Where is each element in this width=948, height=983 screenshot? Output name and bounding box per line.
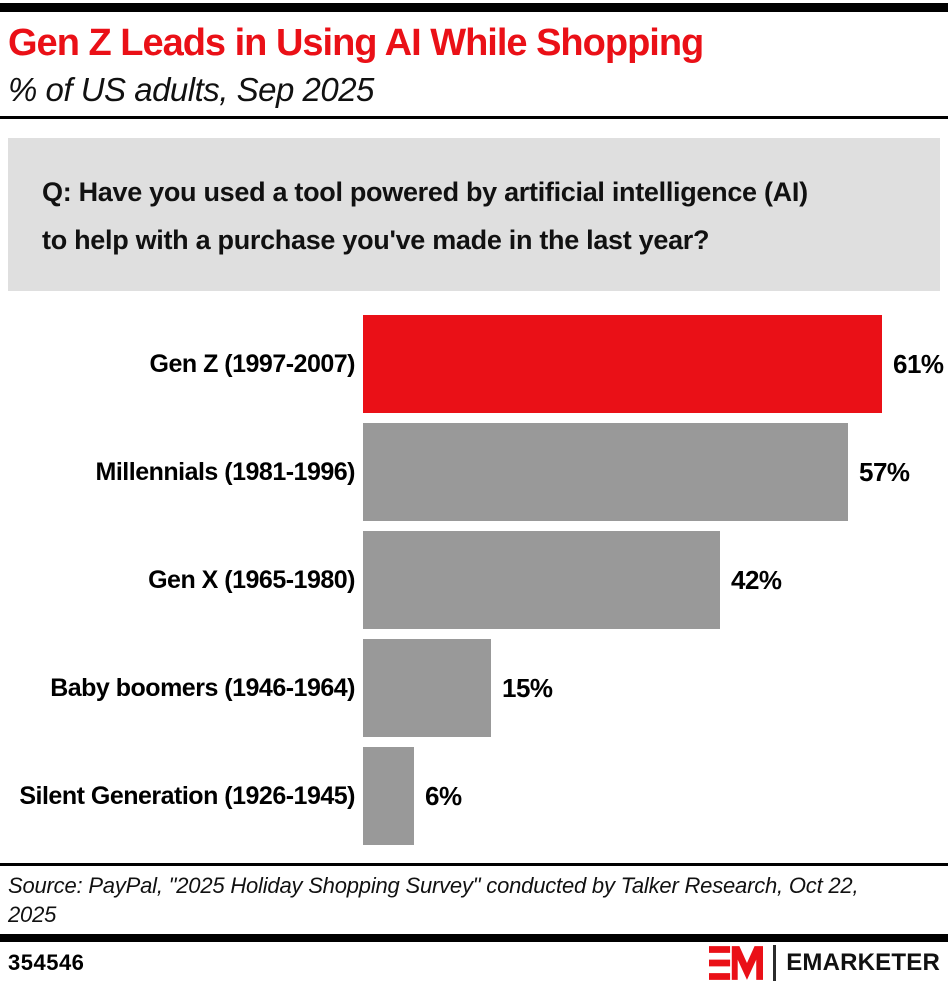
- bar: [363, 315, 882, 413]
- category-label: Baby boomers (1946-1964): [50, 674, 355, 702]
- footer-rule: [0, 934, 948, 942]
- chart-id: 354546: [8, 949, 85, 975]
- bar-chart: Gen Z (1997-2007) 61% Millennials (1981-…: [0, 315, 948, 845]
- bar: [363, 639, 491, 737]
- survey-question-box: Q: Have you used a tool powered by artif…: [8, 138, 940, 291]
- bar-area: 15%: [363, 639, 948, 737]
- category-label: Gen X (1965-1980): [148, 566, 355, 594]
- survey-question-text: Q: Have you used a tool powered by artif…: [42, 177, 808, 255]
- source-note: Source: PayPal, "2025 Holiday Shopping S…: [8, 873, 859, 927]
- value-label: 61%: [893, 348, 944, 379]
- chart-row: Gen Z (1997-2007) 61%: [0, 315, 948, 413]
- chart-row: Silent Generation (1926-1945) 6%: [0, 747, 948, 845]
- source-divider: [0, 863, 948, 866]
- bar-area: 42%: [363, 531, 948, 629]
- bar-area: 61%: [363, 315, 948, 413]
- chart-row: Gen X (1965-1980) 42%: [0, 531, 948, 629]
- header: Gen Z Leads in Using AI While Shopping %…: [0, 12, 948, 109]
- bar: [363, 531, 720, 629]
- top-rule: [0, 3, 948, 12]
- brand-wordmark: EMARKETER: [786, 948, 940, 976]
- em-logo-icon: [709, 945, 764, 980]
- chart-row: Baby boomers (1946-1964) 15%: [0, 639, 948, 737]
- footer: 354546 EMARKETER: [0, 942, 948, 983]
- value-label: 42%: [731, 564, 782, 595]
- chart-title: Gen Z Leads in Using AI While Shopping: [8, 22, 704, 64]
- chart-row: Millennials (1981-1996) 57%: [0, 423, 948, 521]
- value-label: 15%: [502, 672, 553, 703]
- value-label: 57%: [859, 456, 910, 487]
- bar-area: 6%: [363, 747, 948, 845]
- value-label: 6%: [425, 780, 462, 811]
- logo-separator: [773, 944, 777, 981]
- bar-area: 57%: [363, 423, 948, 521]
- chart-subtitle: % of US adults, Sep 2025: [8, 71, 374, 108]
- bar: [363, 423, 848, 521]
- emarketer-logo: EMARKETER: [709, 944, 940, 981]
- header-divider: [0, 116, 948, 119]
- category-label: Silent Generation (1926-1945): [19, 782, 355, 810]
- category-label: Gen Z (1997-2007): [149, 350, 356, 378]
- category-label: Millennials (1981-1996): [95, 458, 356, 486]
- bar: [363, 747, 414, 845]
